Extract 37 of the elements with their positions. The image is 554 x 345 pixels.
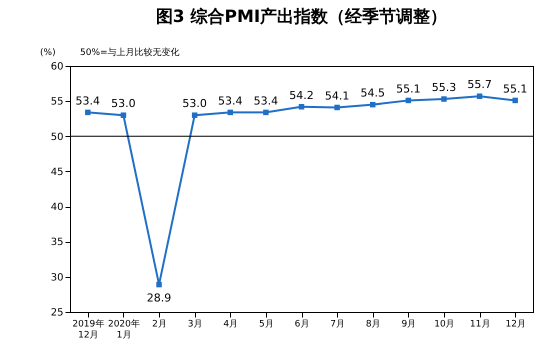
data-label: 54.1 [324, 89, 350, 102]
x-tick-label: 6月 [294, 320, 310, 330]
data-label: 54.2 [289, 88, 314, 102]
data-label: 55.1 [502, 82, 528, 96]
x-tick-label: 2020年 1月 [108, 318, 140, 340]
y-tick-label: 45 [50, 166, 64, 178]
x-tick-label: 12月 [505, 320, 526, 330]
x-tick-label: 5月 [259, 320, 274, 330]
x-tick-label: 7月 [330, 320, 345, 330]
y-tick-label: 30 [50, 272, 64, 284]
x-tick-label: 2019年 12月 [72, 318, 104, 340]
data-label: 55.7 [467, 78, 492, 92]
y-tick-label: 40 [50, 202, 64, 214]
x-tick-label: 2月 [152, 320, 167, 330]
y-tick-label: 55 [50, 96, 64, 108]
y-tick-label: 35 [50, 237, 64, 248]
x-tick-label: 10月 [434, 320, 455, 330]
chart-title: 图3 综合PMI产出指数（经季节调整） [156, 7, 448, 27]
data-label: 53.4 [254, 94, 278, 108]
x-tick-label: 8月 [366, 320, 381, 330]
data-label: 53.0 [111, 97, 136, 110]
data-label: 55.1 [396, 82, 421, 96]
x-tick-label: 4月 [223, 320, 238, 330]
data-label: 55.3 [432, 81, 456, 94]
data-label: 54.5 [360, 86, 385, 100]
data-label: 53.4 [218, 94, 243, 108]
x-tick-label: 11月 [470, 320, 490, 330]
x-tick-label: 3月 [188, 320, 203, 330]
y-tick-label: 25 [50, 308, 64, 318]
text: (%) [40, 48, 56, 58]
data-label: 28.9 [146, 292, 172, 305]
text: 50%=与上月比较无变化 [80, 47, 180, 58]
y-tick-label: 50 [50, 132, 64, 143]
data-label: 53.4 [76, 94, 100, 108]
y-tick-label: 60 [50, 62, 64, 72]
data-label: 53.0 [182, 97, 207, 110]
x-tick-label: 9月 [401, 320, 416, 330]
